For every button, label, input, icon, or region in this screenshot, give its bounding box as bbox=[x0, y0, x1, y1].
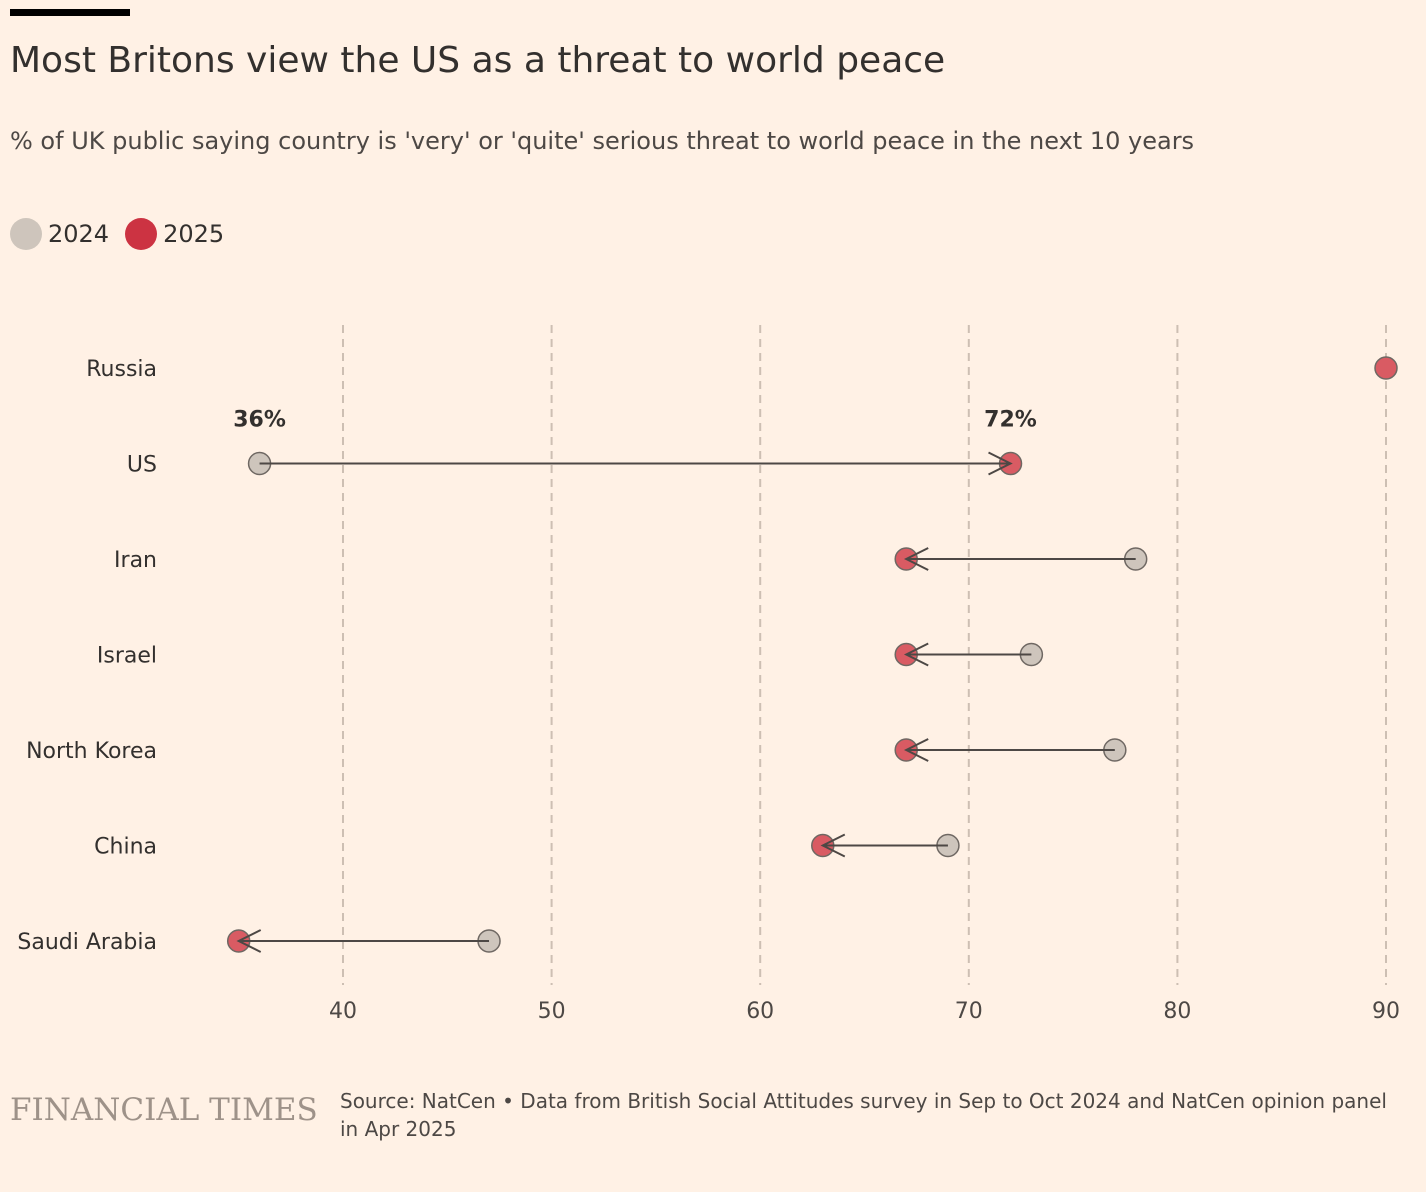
legend-label-2024: 2024 bbox=[48, 220, 110, 248]
chart-title: Most Britons view the US as a threat to … bbox=[10, 40, 946, 81]
x-tick-label: 80 bbox=[1163, 999, 1191, 1024]
legend-label-2025: 2025 bbox=[163, 220, 225, 248]
ft-logo: FINANCIAL TIMES bbox=[10, 1092, 318, 1128]
x-tick-label: 60 bbox=[746, 999, 774, 1024]
category-label: US bbox=[127, 453, 157, 478]
arrowhead bbox=[903, 642, 929, 667]
legend-item-2024: 2024 bbox=[10, 218, 109, 250]
value-annotation: 36% bbox=[233, 408, 286, 433]
legend-item-2025: 2025 bbox=[125, 218, 224, 250]
x-tick-label: 50 bbox=[538, 999, 566, 1024]
ft-top-bar bbox=[10, 9, 130, 16]
dot-2025 bbox=[1374, 356, 1398, 380]
arrowhead bbox=[988, 451, 1013, 476]
category-label: China bbox=[94, 835, 157, 860]
category-label: Iran bbox=[114, 548, 157, 573]
source-note: Source: NatCen • Data from British Socia… bbox=[340, 1089, 1387, 1141]
chart-subtitle: % of UK public saying country is 'very' … bbox=[10, 127, 1195, 155]
category-label: Israel bbox=[97, 644, 157, 669]
x-tick-label: 90 bbox=[1372, 999, 1400, 1024]
value-annotation: 72% bbox=[984, 408, 1037, 433]
x-tick-label: 70 bbox=[955, 999, 983, 1024]
x-tick-label: 40 bbox=[329, 999, 357, 1024]
legend-dot-2025 bbox=[125, 218, 158, 250]
arrowhead bbox=[820, 833, 846, 858]
legend: 2024 2025 bbox=[10, 218, 240, 250]
legend-dot-2024 bbox=[10, 218, 42, 250]
arrowhead bbox=[903, 738, 929, 762]
arrowhead bbox=[236, 929, 262, 953]
arrowhead bbox=[903, 547, 929, 571]
category-label: North Korea bbox=[26, 739, 157, 764]
category-label: Russia bbox=[86, 357, 157, 382]
category-label: Saudi Arabia bbox=[17, 930, 157, 955]
